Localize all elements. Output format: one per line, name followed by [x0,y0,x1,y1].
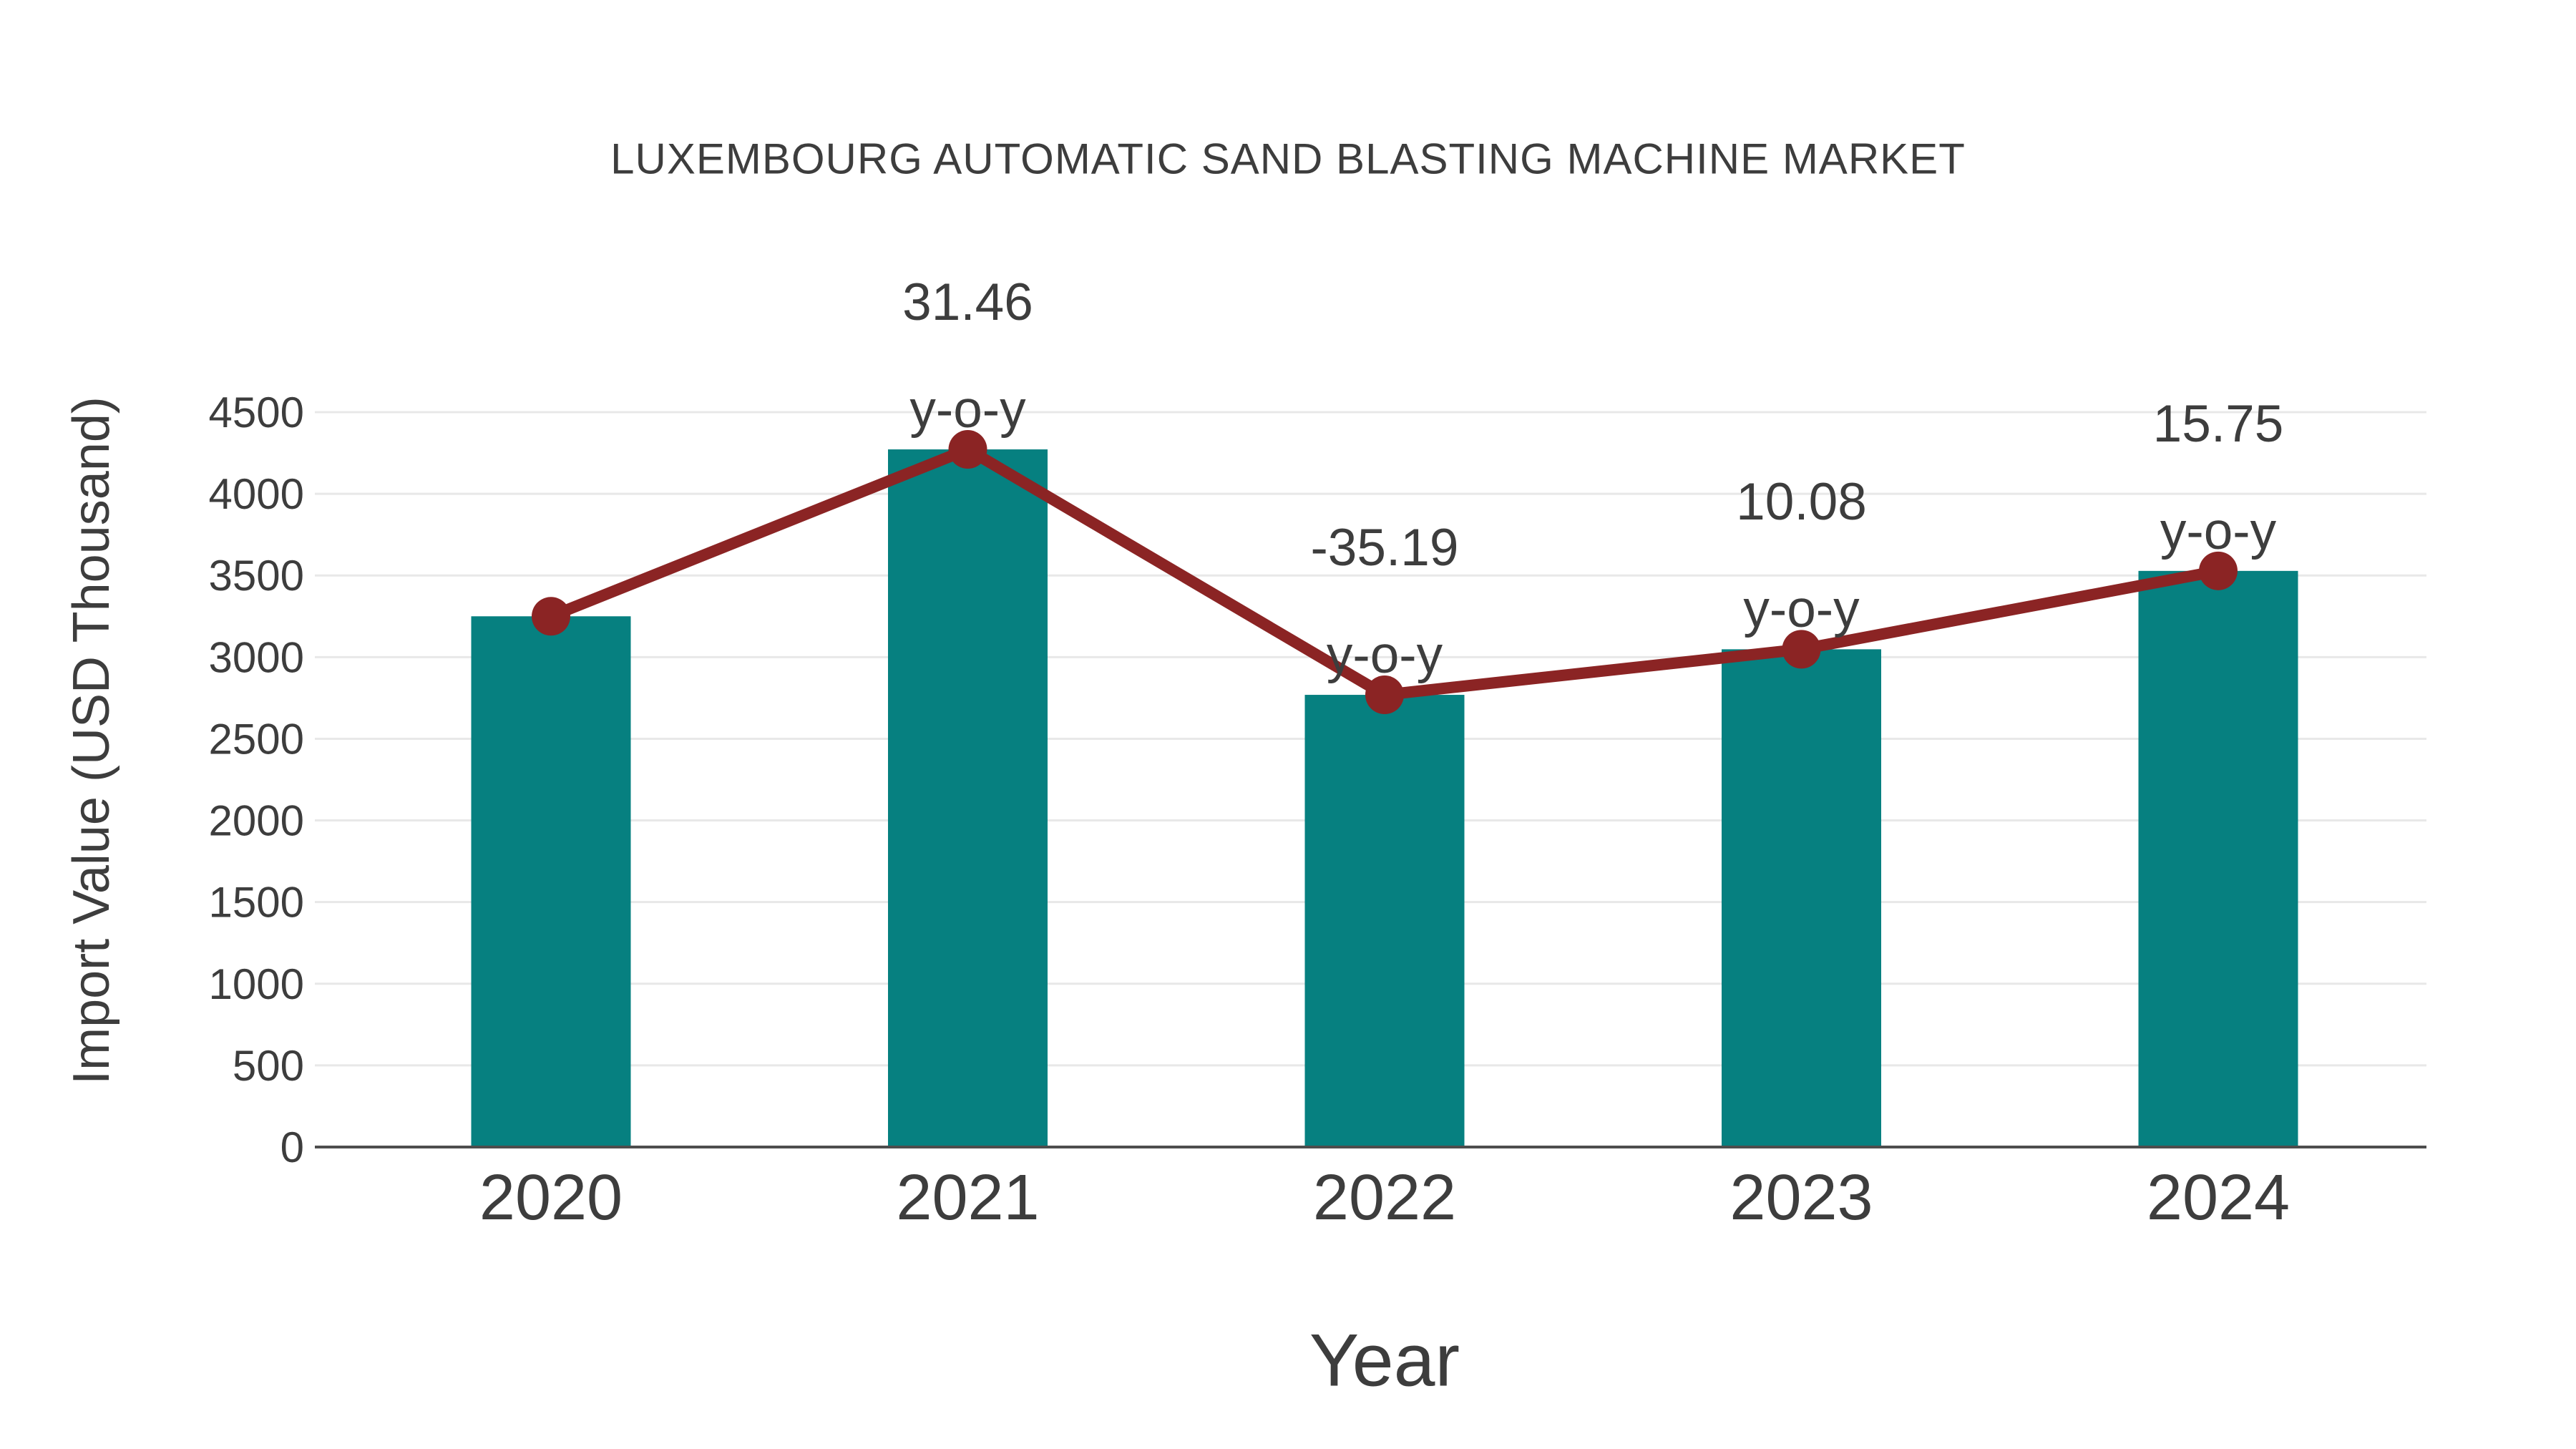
x-tick-label-2020: 2020 [479,1162,623,1234]
y-tick-label-4500: 4500 [209,389,304,436]
chart-title: LUXEMBOURG AUTOMATIC SAND BLASTING MACHI… [610,135,1966,183]
marker-2021 [948,430,987,469]
bar-2024 [2138,570,2298,1147]
y-tick-label-3000: 3000 [209,633,304,681]
y-tick-label-2500: 2500 [209,715,304,763]
y-tick-label-2000: 2000 [209,797,304,845]
bar-2022 [1304,695,1465,1147]
marker-2023 [1782,630,1821,669]
y-tick-label-4000: 4000 [209,470,304,518]
y-axis-title: Import Value (USD Thousand) [63,396,120,1085]
y-tick-label-500: 500 [233,1042,304,1090]
marker-2020 [532,597,570,636]
y-tick-label-1000: 1000 [209,960,304,1008]
marker-2024 [2199,551,2238,590]
bar-2021 [888,449,1048,1147]
y-tick-label-1500: 1500 [209,879,304,927]
bar-2020 [471,616,631,1147]
x-tick-label-2023: 2023 [1729,1162,1873,1234]
x-axis-title: Year [1309,1319,1460,1402]
y-tick-label-3500: 3500 [209,552,304,600]
y-tick-label-0: 0 [280,1123,304,1171]
x-tick-label-2024: 2024 [2147,1162,2290,1234]
x-tick-label-2022: 2022 [1313,1162,1456,1234]
x-tick-label-2021: 2021 [896,1162,1039,1234]
marker-2022 [1365,675,1404,715]
bar-2023 [1722,649,1881,1147]
